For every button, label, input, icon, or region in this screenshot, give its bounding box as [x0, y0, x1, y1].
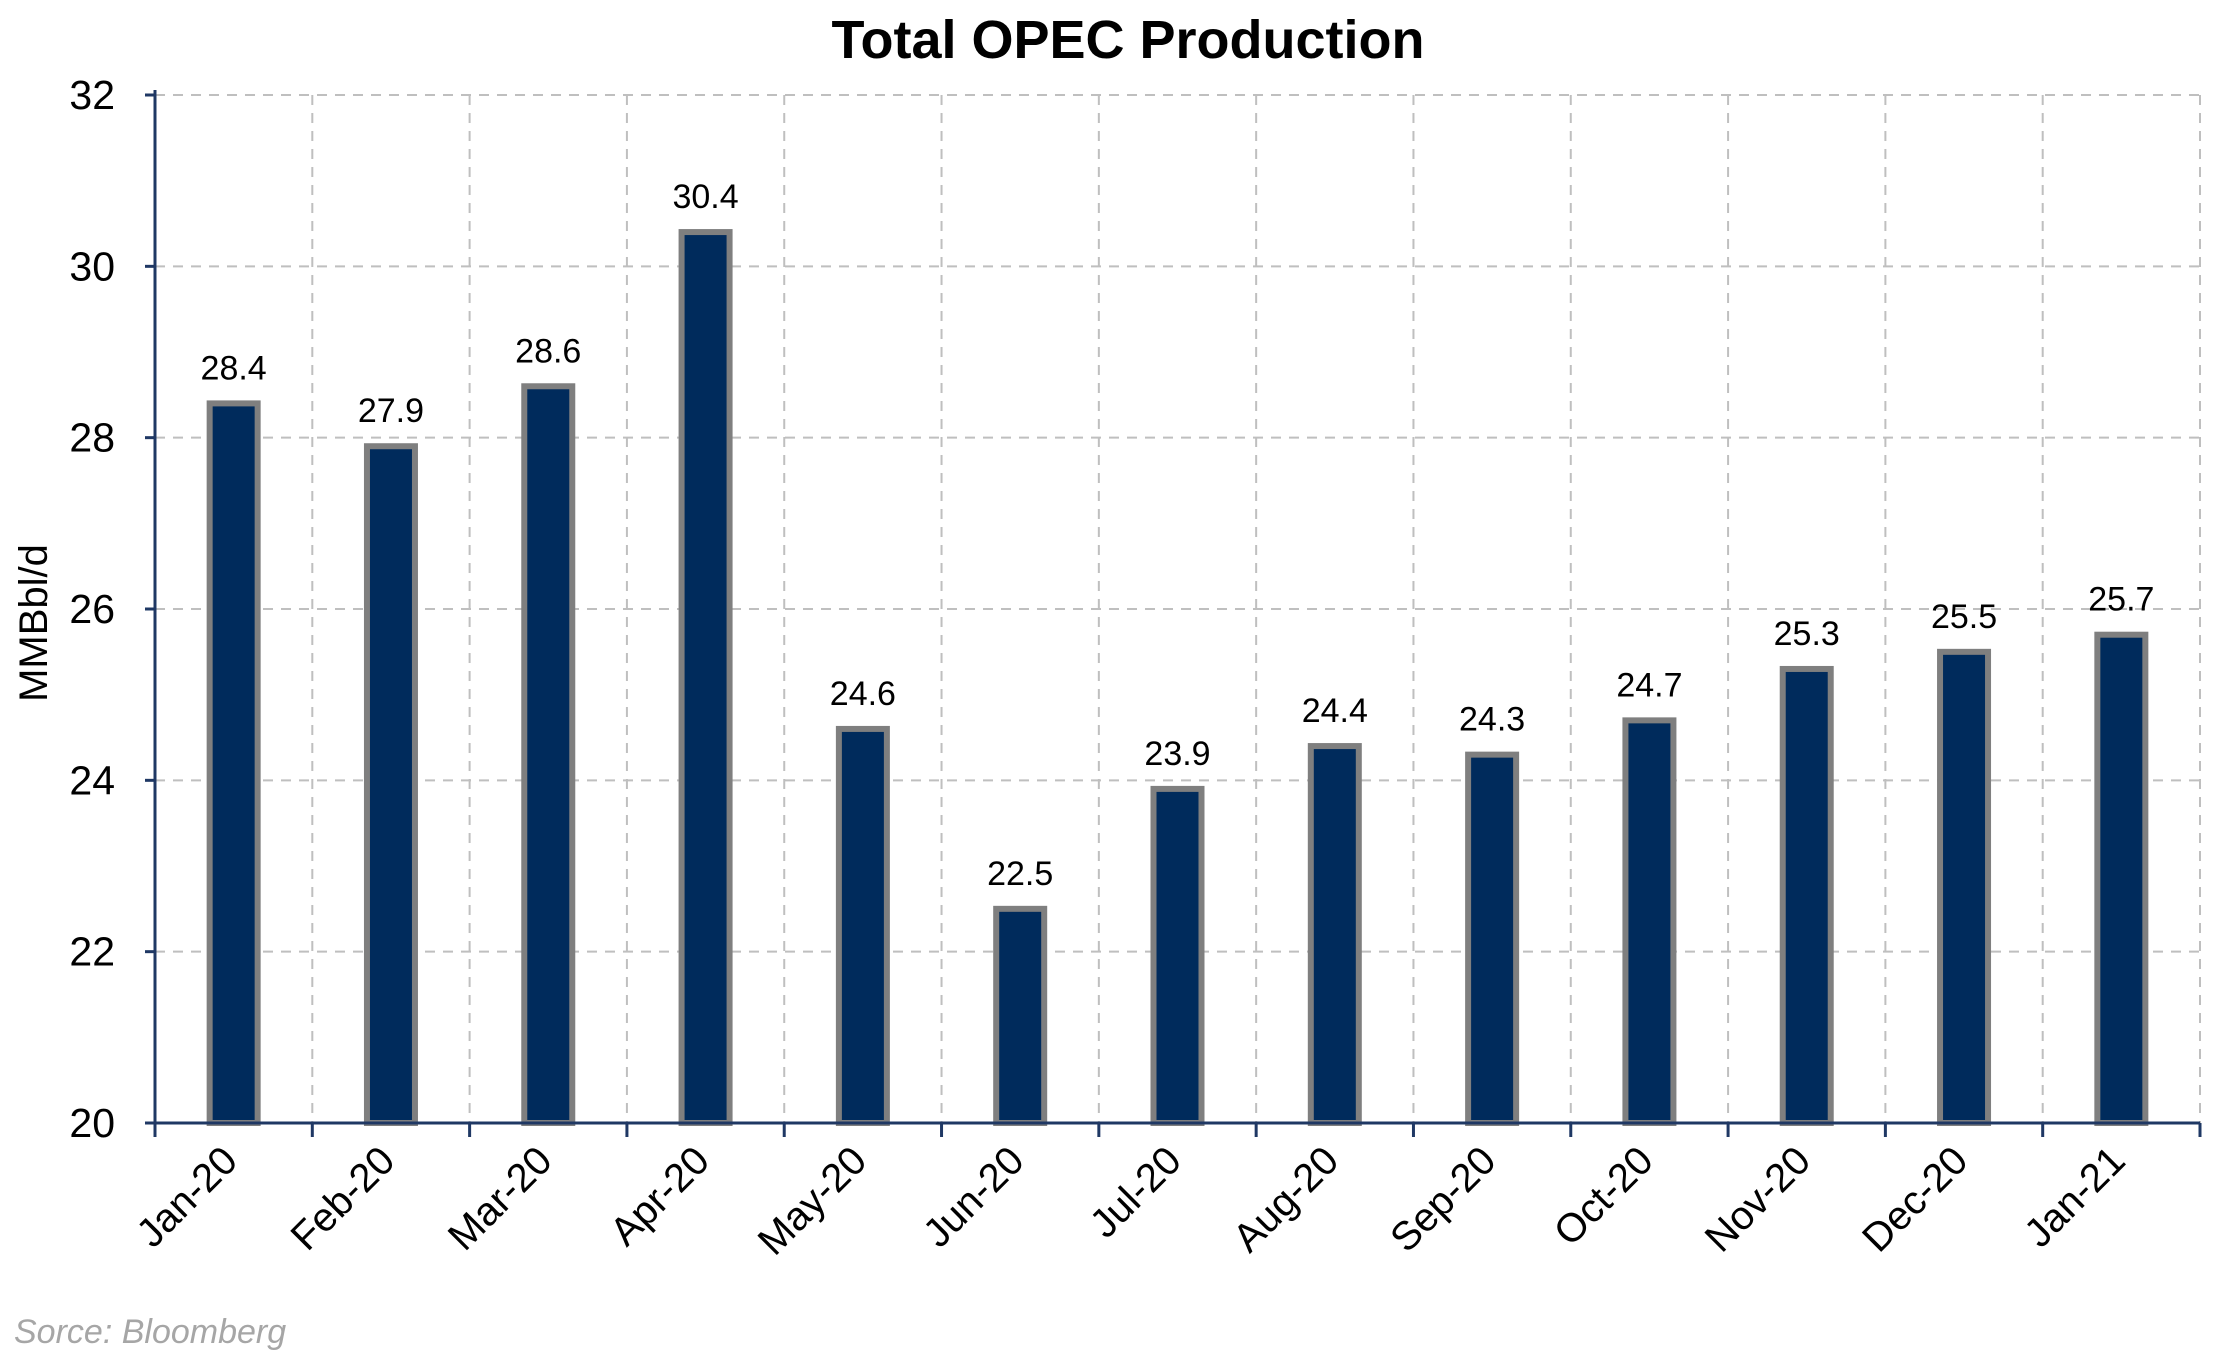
- x-tick-label: Apr-20: [602, 1138, 718, 1254]
- data-label: 24.4: [1302, 692, 1368, 730]
- bar: [835, 725, 890, 1127]
- bar: [1465, 751, 1520, 1127]
- bar: [993, 905, 1048, 1126]
- data-label: 30.4: [672, 178, 738, 216]
- y-tick-label: 30: [69, 243, 115, 289]
- y-axis-label: MMBbl/d: [12, 544, 56, 702]
- bar: [1779, 665, 1834, 1126]
- y-tick-label: 24: [69, 757, 115, 803]
- bar: [206, 400, 261, 1126]
- y-tick-label: 26: [69, 586, 115, 632]
- data-label: 25.5: [1931, 598, 1997, 636]
- data-label: 25.7: [2088, 581, 2154, 619]
- x-tick-label: Jul-20: [1082, 1138, 1190, 1246]
- data-label: 25.3: [1774, 615, 1840, 653]
- data-label: 27.9: [358, 392, 424, 430]
- bar: [1307, 743, 1362, 1126]
- x-tick-label: Feb-20: [283, 1138, 404, 1259]
- x-tick-label: Mar-20: [440, 1138, 561, 1259]
- bar: [1937, 648, 1992, 1126]
- y-tick-label: 22: [69, 929, 115, 975]
- x-tick-label: Jun-20: [915, 1138, 1033, 1256]
- x-tick-label: Jan-20: [128, 1138, 246, 1256]
- x-tick-label: Aug-20: [1225, 1138, 1347, 1260]
- x-tick-label: May-20: [750, 1138, 875, 1263]
- x-tick-label: Nov-20: [1697, 1138, 1819, 1260]
- y-tick-label: 20: [69, 1100, 115, 1146]
- bar: [678, 229, 733, 1127]
- x-tick-label: Dec-20: [1854, 1138, 1976, 1260]
- data-label: 24.6: [830, 675, 896, 713]
- data-label: 28.4: [201, 349, 267, 387]
- chart-title: Total OPEC Production: [832, 10, 1425, 70]
- x-tick-label: Oct-20: [1546, 1138, 1662, 1254]
- y-tick-label: 32: [69, 72, 115, 118]
- data-label: 23.9: [1144, 735, 1210, 773]
- x-tick-label: Sep-20: [1382, 1138, 1504, 1260]
- data-label: 24.3: [1459, 701, 1525, 739]
- grid-layer: [155, 94, 2201, 1123]
- source-note: Sorce: Bloomberg: [14, 1313, 286, 1350]
- x-tick-label: Jan-21: [2016, 1138, 2134, 1256]
- bar: [2094, 631, 2149, 1126]
- data-label: 24.7: [1616, 666, 1682, 704]
- bar: [521, 383, 576, 1126]
- axis-layer: [145, 90, 2202, 1137]
- bars-layer: [206, 229, 2149, 1127]
- bar: [363, 443, 418, 1126]
- y-tick-label: 28: [69, 415, 115, 461]
- data-label: 28.6: [515, 332, 581, 370]
- bar: [1150, 785, 1205, 1127]
- bar: [1622, 717, 1677, 1126]
- data-label: 22.5: [987, 855, 1053, 893]
